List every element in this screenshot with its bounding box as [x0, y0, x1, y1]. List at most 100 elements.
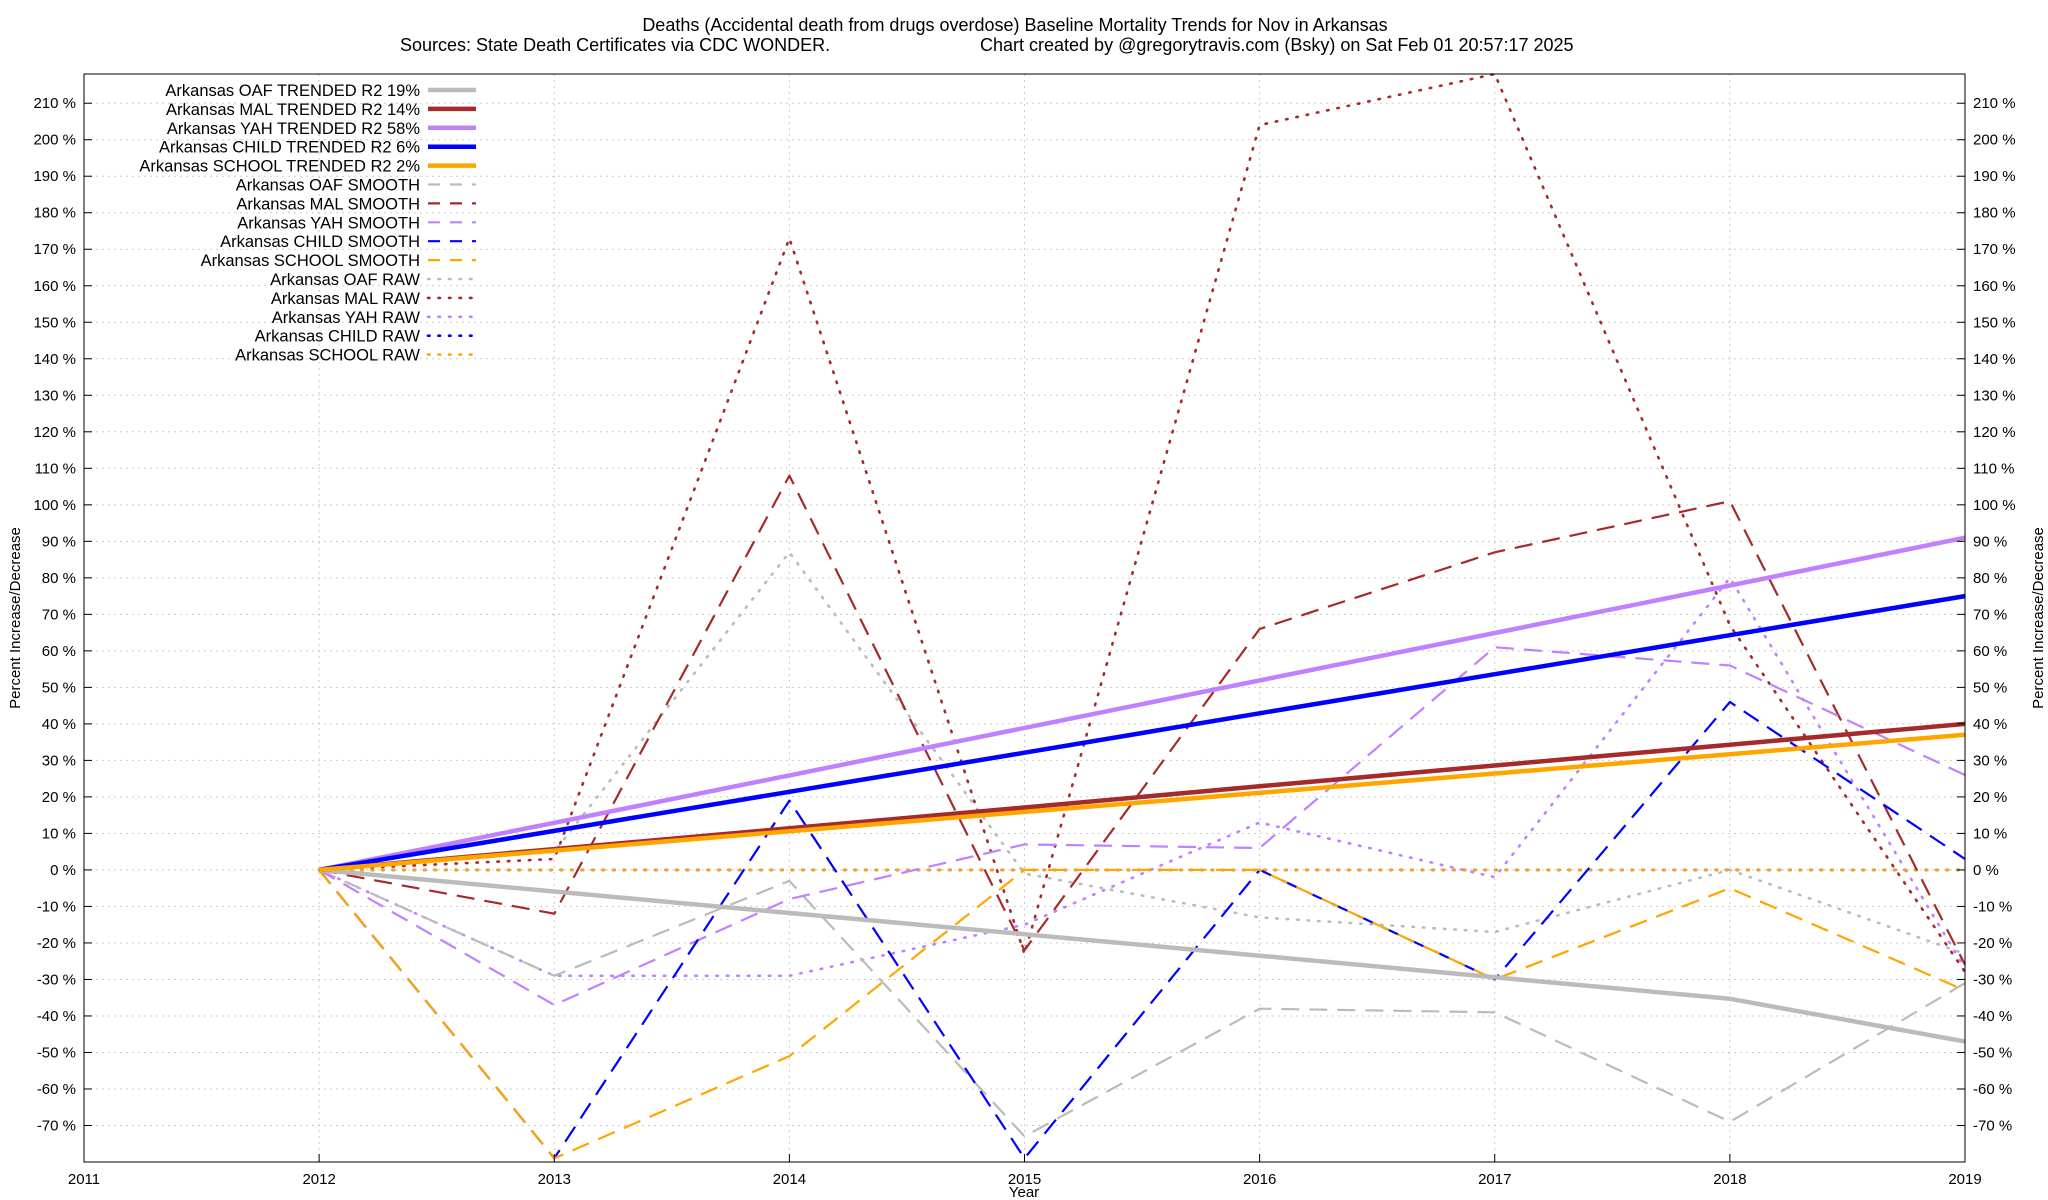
legend-label: Arkansas OAF RAW: [270, 271, 420, 289]
y-tick-label-left: 180 %: [33, 205, 76, 222]
chart-subtitle-source: Sources: State Death Certificates via CD…: [400, 35, 830, 55]
legend-label: Arkansas OAF SMOOTH: [236, 177, 420, 195]
y-tick-label-left: 170 %: [33, 241, 76, 258]
legend-label: Arkansas YAH RAW: [272, 309, 421, 327]
y-tick-label-right: -70 %: [1973, 1117, 2012, 1134]
x-tick-label: 2013: [538, 1171, 571, 1188]
legend-label: Arkansas CHILD RAW: [255, 328, 421, 346]
chart-title: Deaths (Accidental death from drugs over…: [642, 15, 1387, 35]
legend-label: Arkansas SCHOOL TRENDED R2 2%: [139, 158, 420, 176]
series-line-smooth-9: [318, 868, 1966, 1160]
y-tick-label-left: 160 %: [33, 278, 76, 295]
series-line-raw-10: [317, 550, 1967, 956]
y-tick-label-right: 20 %: [1973, 789, 2007, 806]
y-tick-label-right: 60 %: [1973, 643, 2007, 660]
x-axis-label: Year: [1009, 1184, 1039, 1200]
legend-label: Arkansas YAH TRENDED R2 58%: [167, 120, 420, 138]
y-tick-label-left: 0 %: [50, 862, 76, 879]
y-tick-label-left: -50 %: [37, 1044, 76, 1061]
y-tick-label-right: 10 %: [1973, 825, 2007, 842]
y-tick-label-right: 170 %: [1973, 241, 2016, 258]
y-tick-label-right: 110 %: [1973, 460, 2014, 477]
y-tick-label-left: 60 %: [42, 643, 76, 660]
chart-subtitle-credit: Chart created by @gregorytravis.com (Bsk…: [980, 35, 1574, 55]
y-tick-label-left: 80 %: [42, 570, 76, 587]
y-tick-label-right: 80 %: [1973, 570, 2007, 587]
y-tick-label-right: 210 %: [1973, 95, 2016, 112]
y-tick-label-left: -10 %: [37, 898, 76, 915]
plot-series: [317, 72, 1967, 1160]
y-tick-label-right: 50 %: [1973, 679, 2007, 696]
y-tick-label-right: 160 %: [1973, 278, 2016, 295]
y-tick-label-right: 120 %: [1973, 424, 2016, 441]
series-line-trend-0: [318, 867, 1966, 1044]
y-tick-label-right: 130 %: [1973, 387, 2016, 404]
y-tick-label-right: 200 %: [1973, 132, 2016, 149]
y-tick-label-right: 140 %: [1973, 351, 2016, 368]
legend-label: Arkansas OAF TRENDED R2 19%: [165, 82, 420, 100]
y-tick-label-right: -20 %: [1973, 935, 2012, 952]
y-tick-label-left: -60 %: [37, 1081, 76, 1098]
y-tick-label-right: 100 %: [1973, 497, 2016, 514]
y-tick-label-right: 30 %: [1973, 752, 2007, 769]
y-tick-label-right: 190 %: [1973, 168, 2016, 185]
legend-label: Arkansas MAL RAW: [271, 290, 421, 308]
legend-label: Arkansas CHILD SMOOTH: [220, 233, 420, 251]
legend-label: Arkansas MAL SMOOTH: [236, 195, 420, 213]
legend: Arkansas OAF TRENDED R2 19%Arkansas MAL …: [139, 82, 478, 365]
series-line-smooth-5: [318, 868, 1966, 1138]
x-tick-label: 2012: [302, 1171, 335, 1188]
y-tick-label-right: -30 %: [1973, 971, 2012, 988]
y-tick-label-left: -30 %: [37, 971, 76, 988]
y-tick-label-left: 20 %: [42, 789, 76, 806]
x-tick-label: 2011: [68, 1171, 100, 1188]
y-tick-label-right: 180 %: [1973, 205, 2016, 222]
axis-ticks: -70 % -70 % -60 % -60 % -50 % -50 % -40 % -40 %…: [33, 95, 2015, 1188]
y-axis-label-right: Percent Increase/Decrease: [2030, 527, 2047, 709]
series-line-smooth-6: [318, 474, 1966, 966]
y-tick-label-left: -70 %: [37, 1117, 76, 1134]
series-line-trend-4: [318, 732, 1966, 873]
y-tick-label-left: 200 %: [33, 132, 76, 149]
y-tick-label-right: -40 %: [1973, 1008, 2012, 1025]
y-tick-label-left: 90 %: [42, 533, 76, 550]
legend-label: Arkansas SCHOOL SMOOTH: [201, 252, 420, 270]
series-line-trend-2: [318, 535, 1966, 873]
x-tick-label: 2016: [1243, 1171, 1276, 1188]
y-tick-label-left: 10 %: [42, 825, 76, 842]
y-tick-label-left: 110 %: [35, 460, 76, 477]
y-tick-label-left: 190 %: [33, 168, 76, 185]
y-tick-label-left: 70 %: [42, 606, 76, 623]
y-tick-label-right: -10 %: [1973, 898, 2012, 915]
series-line-trend-3: [318, 593, 1966, 873]
y-tick-label-left: 130 %: [33, 387, 76, 404]
y-tick-label-right: 40 %: [1973, 716, 2007, 733]
y-tick-label-left: 100 %: [33, 497, 76, 514]
legend-label: Arkansas SCHOOL RAW: [235, 347, 420, 365]
y-tick-label-left: 210 %: [33, 95, 76, 112]
y-tick-label-left: 140 %: [33, 351, 76, 368]
y-tick-label-right: -50 %: [1973, 1044, 2012, 1061]
x-tick-label: 2018: [1713, 1171, 1746, 1188]
series-line-raw-12: [317, 576, 1967, 978]
series-line-smooth-7: [318, 646, 1966, 1007]
legend-label: Arkansas YAH SMOOTH: [237, 214, 420, 232]
y-tick-label-left: -20 %: [37, 935, 76, 952]
y-tick-label-right: 70 %: [1973, 606, 2007, 623]
y-axis-label-left: Percent Increase/Decrease: [7, 527, 24, 709]
y-tick-label-right: -60 %: [1973, 1081, 2012, 1098]
x-tick-label: 2019: [1948, 1171, 1981, 1188]
y-tick-label-right: 150 %: [1973, 314, 2016, 331]
y-tick-label-right: 0 %: [1973, 862, 1999, 879]
y-tick-label-left: 150 %: [33, 314, 76, 331]
y-tick-label-right: 90 %: [1973, 533, 2007, 550]
series-line-raw-11: [317, 72, 1967, 974]
legend-label: Arkansas CHILD TRENDED R2 6%: [159, 139, 420, 157]
y-tick-label-left: 50 %: [42, 679, 76, 696]
legend-label: Arkansas MAL TRENDED R2 14%: [166, 101, 420, 119]
x-tick-label: 2017: [1478, 1171, 1511, 1188]
x-tick-label: 2015: [1008, 1171, 1041, 1188]
y-tick-label-left: -40 %: [37, 1008, 76, 1025]
y-tick-label-left: 40 %: [42, 716, 76, 733]
